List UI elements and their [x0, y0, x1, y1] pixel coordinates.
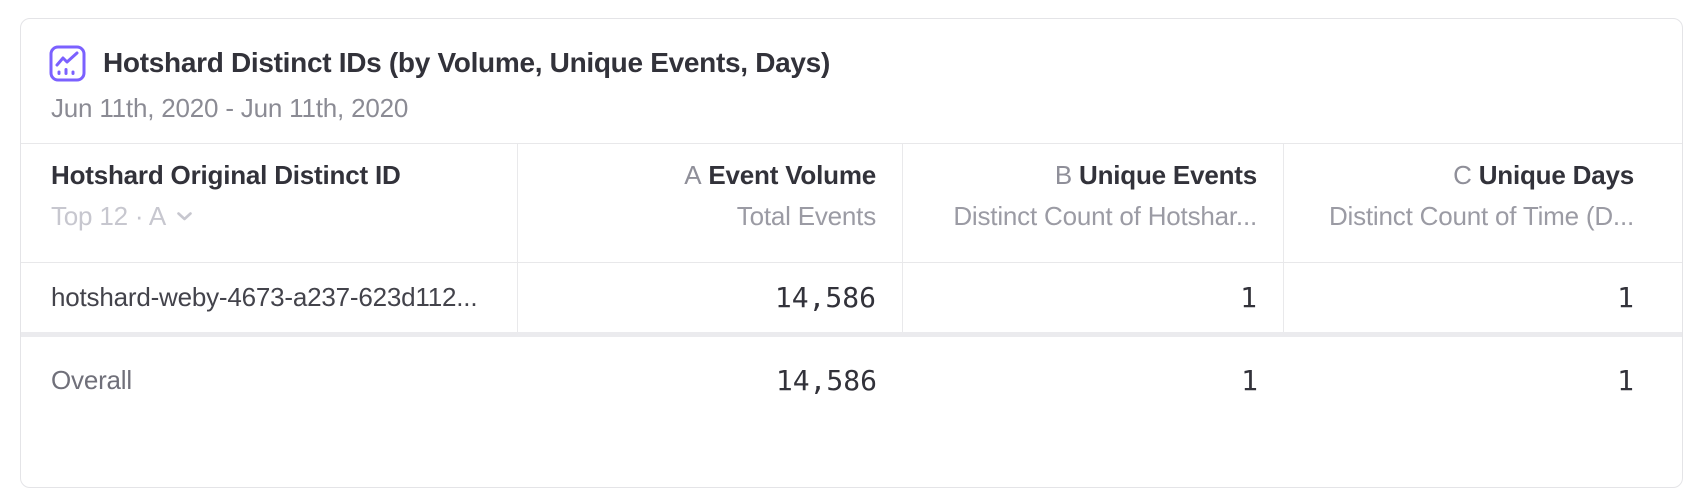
column-header-unique-days[interactable]: C Unique Days Distinct Count of Time (D.…	[1284, 144, 1682, 262]
report-header: Hotshard Distinct IDs (by Volume, Unique…	[21, 19, 1682, 124]
date-range-label: Jun 11th, 2020 - Jun 11th, 2020	[51, 93, 409, 123]
overall-row-divider	[21, 332, 1682, 337]
chevron-down-icon	[177, 211, 192, 220]
breakdown-dropdown-label: Top 12 · A	[51, 201, 167, 231]
event-volume-cell: 14,586	[518, 263, 903, 332]
event-volume-cell: 14,586	[518, 337, 903, 423]
report-card: Hotshard Distinct IDs (by Volume, Unique…	[20, 18, 1683, 488]
column-header-distinct-id[interactable]: Hotshard Original Distinct ID Top 12 · A	[21, 144, 518, 262]
unique-events-cell: 1	[903, 263, 1284, 332]
results-table: Hotshard Original Distinct ID Top 12 · A…	[21, 143, 1682, 423]
unique-days-cell: 1	[1284, 263, 1682, 332]
unique-days-cell: 1	[1284, 337, 1682, 423]
unique-days-value: 1	[1617, 363, 1634, 397]
series-letter-c: C	[1453, 160, 1472, 190]
column-header-text: Unique Events	[1079, 160, 1257, 190]
column-header-label: C Unique Days	[1300, 157, 1634, 193]
unique-events-cell: 1	[903, 337, 1284, 423]
column-header-subtitle: Distinct Count of Time (D...	[1328, 201, 1634, 231]
page-title: Hotshard Distinct IDs (by Volume, Unique…	[103, 47, 830, 78]
series-letter-b: B	[1054, 160, 1072, 190]
overall-label-cell: Overall	[21, 337, 518, 423]
column-header-label: A Event Volume	[534, 157, 876, 193]
unique-events-value: 1	[1240, 281, 1257, 314]
column-header-label: Hotshard Original Distinct ID	[51, 160, 401, 190]
distinct-id-cell: hotshard-weby-4673-a237-623d112...	[21, 263, 518, 332]
table-header-row: Hotshard Original Distinct ID Top 12 · A…	[21, 143, 1682, 263]
distinct-id-value: hotshard-weby-4673-a237-623d112...	[51, 282, 478, 312]
table-row[interactable]: hotshard-weby-4673-a237-623d112... 14,58…	[21, 263, 1682, 332]
column-header-text: Event Volume	[708, 160, 876, 190]
unique-events-value: 1	[1241, 363, 1258, 397]
overall-label: Overall	[51, 364, 132, 395]
unique-days-value: 1	[1617, 281, 1634, 314]
table-row-overall: Overall 14,586 1 1	[21, 337, 1682, 423]
event-volume-value: 14,586	[774, 281, 876, 314]
series-letter-a: A	[684, 160, 702, 190]
column-header-subtitle: Total Events	[736, 201, 876, 231]
column-header-event-volume[interactable]: A Event Volume Total Events	[518, 144, 903, 262]
column-header-subtitle: Distinct Count of Hotshar...	[953, 201, 1257, 231]
column-header-text: Unique Days	[1478, 160, 1634, 190]
column-header-label: B Unique Events	[919, 157, 1257, 193]
title-row: Hotshard Distinct IDs (by Volume, Unique…	[49, 44, 1652, 82]
breakdown-dropdown[interactable]: Top 12 · A	[51, 200, 193, 232]
insights-line-chart-icon	[49, 45, 86, 81]
column-header-unique-events[interactable]: B Unique Events Distinct Count of Hotsha…	[903, 144, 1284, 262]
event-volume-value: 14,586	[775, 363, 877, 397]
